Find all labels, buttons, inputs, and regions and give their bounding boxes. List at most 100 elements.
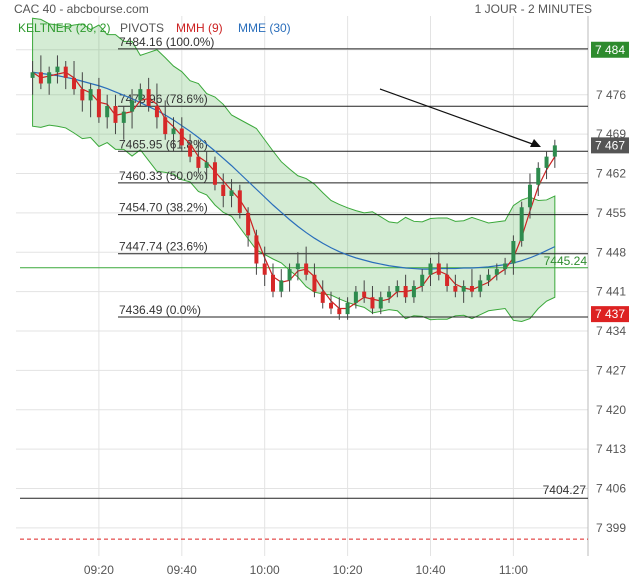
mmh-line [32,71,556,310]
candle-body [229,190,234,196]
candle-body [146,89,151,106]
candle-body [63,66,68,78]
y-tick-label: 7 434 [596,324,626,338]
x-tick-label: 10:40 [415,563,445,577]
candle-body [287,269,292,281]
keltner-band [32,17,556,322]
legend-keltner: KELTNER (20, 2) [18,21,111,35]
chart-title: CAC 40 - abcbourse.com [14,2,149,16]
y-tick-label: 7 420 [596,403,626,417]
candle-body [503,263,508,270]
candle-body [47,72,52,84]
fib-label: 7465.95 (61.8%) [119,137,208,151]
legend-mme: MME (30) [238,21,291,35]
candle-body [362,291,367,298]
price-tag-label: 7 467 [595,138,625,152]
y-tick-label: 7 455 [596,206,626,220]
candle-body [469,286,474,292]
candle-body [428,263,433,275]
candle-body [221,184,226,196]
candle-body [188,145,193,157]
time-axis: 09:20 09:40 10:00 10:20 10:40 11:00 [84,563,528,577]
candle-body [295,263,300,270]
chart-period: 1 JOUR - 2 MINUTES [474,2,592,16]
candle-body [254,235,259,264]
candle-body [445,274,450,286]
candle-body [345,302,350,315]
keltner-area [32,17,556,322]
mme-line [32,71,556,270]
y-tick-label: 7 462 [596,167,626,181]
candle-body [304,263,309,275]
candle-body [312,274,317,292]
x-tick-label: 09:20 [84,563,114,577]
candle-body [72,77,77,90]
candle-body [486,274,491,281]
fib-label: 7460.33 (50.0%) [119,169,208,183]
candle-body [270,274,275,292]
candle-body [246,212,251,236]
candle-body [329,302,334,309]
candle-body [511,241,516,264]
candle-body [163,117,168,135]
candle-body [353,291,358,303]
candle-body [453,286,458,292]
mmh-polyline [32,71,556,310]
candle-body [196,156,201,168]
x-tick-label: 11:00 [499,563,528,577]
legend-mmh: MMH (9) [176,21,223,35]
y-tick-label: 7 413 [596,442,626,456]
candle-body [212,162,217,185]
candle-body [544,156,549,168]
y-tick-label: 7 448 [596,245,626,259]
arrow-head [530,139,541,147]
candle-body [121,111,126,123]
pivot-label: 7404.27 [543,483,587,497]
candle-body [420,274,425,286]
fib-label: 7484.16 (100.0%) [119,35,214,49]
candlestick-series [30,55,557,320]
price-tag [591,137,629,154]
y-tick-label: 7 406 [596,482,626,496]
candle-body [154,106,159,118]
candle-body [55,66,60,73]
candle-body [38,72,43,84]
candle-body [403,286,408,298]
candle-body [436,263,441,275]
candle-body [494,269,499,275]
fib-label: 7454.70 (38.2%) [119,201,208,215]
mme-polyline [32,71,556,270]
candle-body [96,89,101,118]
candle-body [138,89,143,101]
fib-label: 7447.74 (23.6%) [119,240,208,254]
trend-arrow [379,88,541,147]
candle-body [113,106,118,123]
x-tick-label: 10:20 [333,563,363,577]
price-tag-label: 7 437 [595,307,625,321]
candle-body [262,263,267,275]
candle-body [552,145,557,157]
candle-body [80,89,85,101]
x-tick-label: 09:40 [167,563,197,577]
candle-body [378,297,383,309]
y-tick-label: 7 476 [596,88,626,102]
candle-body [370,297,375,309]
candle-body [527,184,532,208]
y-tick-label: 7 441 [596,285,626,299]
candle-body [130,100,135,112]
candle-body [536,167,541,185]
fibonacci-levels: 7484.16 (100.0%)7473.96 (78.6%)7465.95 (… [20,35,588,540]
price-tag [591,306,629,323]
y-tick-label: 7 399 [596,521,626,535]
fib-label: 7436.49 (0.0%) [119,303,201,317]
candle-body [395,286,400,292]
legend-pivots: PIVOTS [120,21,165,35]
candle-body [461,286,466,292]
candle-body [519,207,524,241]
arrow-line [379,88,539,147]
candle-body [171,128,176,135]
price-tag-label: 7 484 [595,43,625,57]
candle-body [478,280,483,292]
candle-body [30,72,35,78]
